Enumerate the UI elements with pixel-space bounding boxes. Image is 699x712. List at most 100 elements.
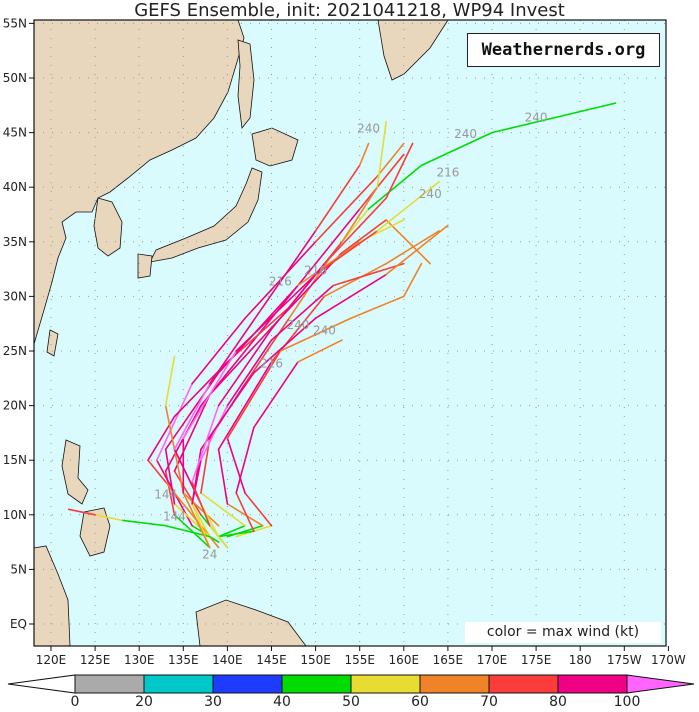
track-segment bbox=[164, 448, 176, 505]
colorbar-tick-label: 100 bbox=[613, 694, 641, 710]
lat-tick-label: 55N bbox=[3, 16, 27, 30]
track-segment bbox=[226, 437, 246, 494]
lon-tick-label: 180 bbox=[569, 653, 592, 667]
track-segment bbox=[217, 530, 255, 538]
lon-tick-label: 175W bbox=[607, 653, 642, 667]
lat-tick-label: 5N bbox=[10, 562, 27, 576]
track-segment bbox=[350, 295, 405, 320]
colorbar-bin bbox=[419, 674, 490, 694]
chart-title: GEFS Ensemble, init: 2021041218, WP94 In… bbox=[134, 0, 565, 21]
track-segment bbox=[173, 393, 211, 472]
track-segment bbox=[173, 382, 211, 451]
track-segment bbox=[244, 241, 317, 320]
lon-tick-label: 175E bbox=[521, 653, 552, 667]
colorbar-tick-label: 20 bbox=[135, 694, 153, 710]
track-hour-label: 216 bbox=[436, 165, 459, 179]
colorbar-bin bbox=[74, 674, 145, 694]
track-hour-label: 240 bbox=[525, 111, 548, 125]
ensemble-track bbox=[182, 180, 440, 549]
lon-tick-label: 120E bbox=[36, 653, 67, 667]
track-segment bbox=[226, 503, 264, 527]
track-segment bbox=[341, 186, 379, 243]
track-segment bbox=[385, 142, 414, 199]
track-segment bbox=[314, 273, 387, 320]
track-segment bbox=[147, 459, 167, 483]
track-segment bbox=[358, 142, 370, 167]
track-segment bbox=[191, 404, 220, 483]
map-frame bbox=[33, 19, 667, 647]
track-segment bbox=[270, 262, 326, 330]
colorbar-bin bbox=[488, 674, 559, 694]
track-segment bbox=[358, 153, 405, 210]
track-hour-label: 216 bbox=[260, 356, 283, 370]
track-segment bbox=[191, 524, 220, 543]
axes: 120E 125E 130E 135E 140E 145E 150E 155E 160E 165E… bbox=[3, 16, 686, 667]
ensemble-track bbox=[191, 262, 405, 538]
track-segment bbox=[420, 131, 493, 167]
colorbar-max-arrow bbox=[626, 674, 695, 694]
land-taiwan bbox=[46, 329, 59, 357]
track-hour-label: 24 bbox=[202, 547, 217, 561]
colorbar-bin bbox=[281, 674, 352, 694]
colorbar-tick-label: 30 bbox=[204, 694, 222, 710]
colorbar-tick-label: 60 bbox=[411, 694, 429, 710]
track-segment bbox=[314, 164, 361, 232]
track-segment bbox=[200, 437, 211, 494]
track-segment bbox=[173, 513, 211, 549]
track-segment bbox=[226, 350, 282, 440]
track-hour-label: 240 bbox=[357, 122, 380, 136]
lat-tick-label: EQ bbox=[10, 617, 27, 631]
track-hour-label: 216 bbox=[269, 274, 292, 288]
land-sakhalin bbox=[237, 39, 255, 129]
track-segment bbox=[235, 492, 255, 532]
lon-tick-label: 135E bbox=[168, 653, 199, 667]
land-luzon bbox=[61, 439, 89, 505]
land-mindanao bbox=[79, 507, 111, 557]
colorbar-bin bbox=[143, 674, 214, 694]
land bbox=[33, 19, 449, 647]
track-segment bbox=[270, 284, 335, 341]
track-segment bbox=[191, 317, 246, 385]
track-segment bbox=[376, 142, 405, 178]
land-asia-mainland bbox=[33, 19, 245, 345]
lat-tick-label: 10N bbox=[3, 508, 27, 522]
track-segment bbox=[244, 492, 273, 527]
legend-note: color = max wind (kt) bbox=[465, 622, 661, 643]
track-segment bbox=[402, 262, 423, 298]
track-segment bbox=[200, 372, 255, 451]
lat-tick-label: 45N bbox=[3, 126, 27, 140]
ensemble-track bbox=[217, 339, 343, 538]
track-segment bbox=[200, 492, 246, 527]
lon-tick-label: 170W bbox=[651, 653, 686, 667]
track-segment bbox=[208, 317, 282, 396]
track-segment bbox=[253, 317, 317, 374]
track-segment bbox=[367, 164, 423, 210]
ensemble-track bbox=[173, 142, 370, 538]
colorbar-tick-label: 0 bbox=[70, 694, 80, 710]
ensemble-track bbox=[67, 508, 211, 538]
lat-tick-label: 50N bbox=[3, 71, 27, 85]
ensemble-track bbox=[191, 142, 414, 549]
track-segment bbox=[217, 328, 273, 407]
track-segment bbox=[217, 361, 273, 451]
track-hour-label: 144 bbox=[154, 487, 177, 501]
lon-tick-label: 145E bbox=[256, 653, 287, 667]
lon-tick-label: 160E bbox=[389, 653, 420, 667]
lon-tick-label: 150E bbox=[300, 653, 331, 667]
track-segment bbox=[120, 519, 167, 527]
lat-tick-label: 15N bbox=[3, 453, 27, 467]
track-segment bbox=[261, 230, 317, 309]
lat-tick-label: 25N bbox=[3, 344, 27, 358]
track-segment bbox=[376, 120, 387, 188]
track-segment bbox=[200, 404, 229, 462]
credit-box: Weathernerds.org bbox=[467, 33, 660, 67]
colorbar-tick-label: 80 bbox=[549, 694, 567, 710]
track-segment bbox=[67, 508, 96, 516]
track-segment bbox=[182, 350, 238, 440]
colorbar bbox=[7, 674, 695, 694]
track-hour-label: 216 bbox=[304, 264, 327, 278]
track-segment bbox=[173, 470, 202, 516]
track-hour-label: 240 bbox=[313, 324, 336, 338]
track-segment bbox=[297, 241, 361, 287]
track-hour-label: 240 bbox=[454, 127, 477, 141]
